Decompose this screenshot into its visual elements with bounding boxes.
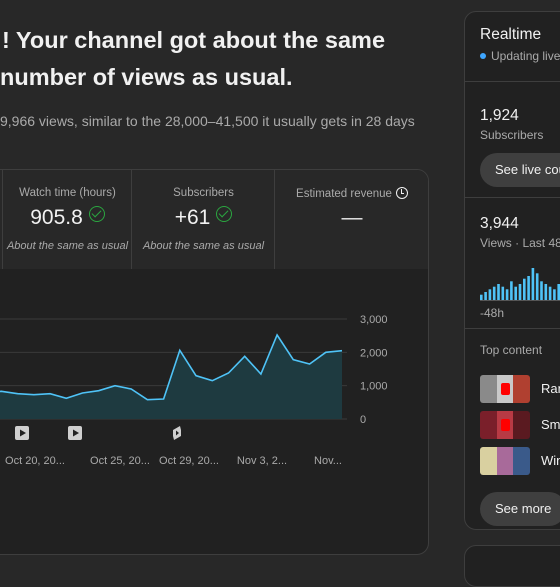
metric-label: Estimated revenue: [296, 188, 392, 200]
sparkline-axis-label: -48h: [480, 306, 505, 320]
video-icon: [15, 426, 29, 440]
metric-label: Watch time (hours): [19, 187, 116, 199]
spark-bar: [553, 289, 556, 300]
realtime-card: Realtime Updating live 1,924 Subscribers…: [464, 11, 560, 530]
metric-note: About the same as usual: [6, 240, 129, 252]
x-tick-label: Nov...: [314, 455, 342, 467]
views-chart: 3,000 2,000 1,000 0 Oct 20, 20... Oct 25, 20…: [0, 314, 388, 467]
metric-value: 905.8: [30, 206, 83, 229]
spark-bar: [531, 268, 535, 300]
shorts-icon: [501, 419, 510, 431]
metric-tab-watch-time[interactable]: Watch time (hours) 905.8 About the same …: [2, 170, 132, 269]
y-tick-label: 1,000: [360, 381, 388, 393]
metric-value: +61: [174, 206, 211, 229]
spark-bar: [492, 286, 496, 300]
updating-live-label: Updating live: [491, 49, 560, 63]
views-count: 3,944: [480, 215, 519, 232]
see-live-count-button[interactable]: See live cou: [480, 153, 560, 187]
see-more-button[interactable]: See more: [480, 492, 560, 526]
views-summary: 9,966 views, similar to the 28,000–41,50…: [0, 113, 415, 129]
subscribers-count: 1,924: [480, 107, 519, 124]
headline-line-2: number of views as usual.: [0, 64, 293, 90]
analytics-card: Watch time (hours) 905.8 About the same …: [0, 169, 429, 555]
spark-bar: [540, 281, 543, 300]
views-label: Views · Last 48: [480, 236, 560, 250]
top-content-label: Top content: [480, 343, 543, 357]
y-tick-label: 0: [360, 414, 366, 426]
shorts-icon: [501, 383, 510, 395]
check-circle-icon: [216, 206, 233, 222]
shorts-icon: [173, 426, 181, 440]
top-content-title: Sma: [541, 417, 560, 432]
spark-bar: [484, 292, 487, 300]
video-icon: [68, 426, 82, 440]
metrics-row: Watch time (hours) 905.8 About the same …: [0, 170, 428, 269]
metric-tab-views[interactable]: [0, 170, 2, 269]
spark-bar: [548, 286, 552, 300]
live-dot-icon: [480, 53, 486, 59]
spark-bar: [488, 289, 492, 300]
spark-bar: [523, 278, 526, 300]
x-tick-label: Oct 29, 20...: [159, 455, 219, 467]
y-tick-label: 3,000: [360, 314, 388, 326]
y-tick-label: 2,000: [360, 347, 388, 359]
spark-bar: [510, 281, 513, 300]
spark-bar: [497, 284, 500, 300]
views-sparkline: [480, 268, 560, 301]
video-thumbnail: [480, 375, 530, 403]
metric-tab-revenue[interactable]: Estimated revenue —: [274, 170, 428, 269]
spark-bar: [557, 284, 560, 300]
spark-bar: [527, 276, 530, 300]
spark-bar: [518, 284, 522, 300]
x-tick-label: Oct 25, 20...: [90, 455, 150, 467]
spark-bar: [505, 289, 509, 300]
x-tick-label: Nov 3, 2...: [237, 455, 287, 467]
top-content-title: Ran: [541, 381, 560, 396]
video-thumbnail: [480, 447, 530, 475]
divider: [465, 197, 560, 198]
next-card: [464, 545, 560, 587]
headline-line-1: ! Your channel got about the same: [2, 27, 386, 53]
check-circle-icon: [88, 206, 105, 222]
subscribers-label: Subscribers: [480, 128, 544, 142]
divider: [465, 328, 560, 329]
metric-note: About the same as usual: [142, 240, 265, 252]
spark-bar: [480, 294, 483, 300]
spark-bar: [535, 273, 539, 300]
metric-label: Subscribers: [173, 187, 234, 199]
spark-bar: [514, 286, 517, 300]
top-content-title: Win: [541, 453, 560, 468]
divider: [465, 81, 560, 82]
metric-tab-subscribers[interactable]: Subscribers +61 About the same as usual: [131, 170, 275, 269]
metric-value: —: [341, 206, 363, 229]
spark-bar: [544, 284, 548, 300]
chart-line: [0, 333, 343, 401]
clock-icon: [395, 187, 408, 199]
video-thumbnail: [480, 411, 530, 439]
x-tick-label: Oct 20, 20...: [5, 455, 65, 467]
realtime-title: Realtime: [480, 26, 542, 43]
spark-bar: [501, 286, 505, 300]
